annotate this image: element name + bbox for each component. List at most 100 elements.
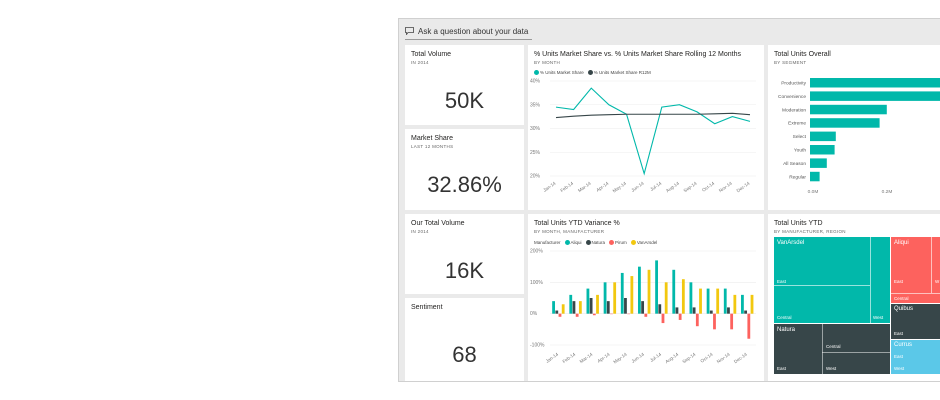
x-tick-label: Jan-14 (545, 351, 560, 363)
treemap-natura[interactable]: Natura Central East West (774, 323, 890, 374)
x-tick-label: May-14 (612, 180, 628, 193)
legend-swatch (564, 240, 570, 246)
tile-market-share[interactable]: Market Share LAST 12 MONTHS 32.86% (405, 129, 524, 210)
treemap-aliqui[interactable]: Aliqui East W Central (890, 237, 940, 303)
legend-swatch (585, 240, 591, 246)
bar (810, 145, 835, 155)
x-tick-label: Aug-14 (665, 180, 680, 193)
column (658, 304, 662, 314)
legend-swatch (587, 70, 593, 76)
treemap: VanArsdel East Central West Aliqui East … (774, 237, 940, 374)
treemap-label: West (826, 366, 837, 371)
treemap-label: Aliqui (894, 240, 909, 246)
column (655, 260, 658, 314)
legend-label: Aliqui (570, 240, 582, 245)
tile-subtitle: BY SEGMENT (774, 60, 807, 65)
column (695, 313, 699, 327)
treemap-label: West (873, 315, 884, 320)
category-label: Moderation (782, 107, 806, 113)
x-tick-label: Mar-14 (577, 180, 592, 193)
y-tick-label: 100% (530, 280, 543, 286)
column (610, 313, 613, 315)
kpi-value: 68 (452, 342, 477, 367)
treemap-quibus[interactable]: Quibus East (890, 303, 940, 340)
column (558, 313, 562, 317)
dashboard-canvas: Ask a question about your data Total Vol… (398, 18, 940, 382)
tile-sentiment[interactable]: Sentiment 68 (405, 298, 524, 381)
treemap-label: Quibus (894, 306, 914, 312)
column (716, 288, 720, 314)
treemap-vanarsdel[interactable]: VanArsdel East Central West (774, 237, 890, 323)
x-tick-label: Aug-14 (664, 351, 679, 364)
column (630, 276, 634, 314)
tile-total-volume[interactable]: Total Volume IN 2014 50K (405, 45, 524, 125)
x-tick-label: Feb-14 (562, 351, 577, 364)
bar (810, 171, 820, 182)
tile-title: Market Share (411, 135, 454, 142)
column (709, 310, 713, 314)
treemap-label: East (777, 366, 787, 371)
column (747, 313, 751, 339)
column (641, 301, 645, 314)
qa-placeholder: Ask a question about your data (418, 26, 529, 36)
x-tick-label: Sep-14 (683, 180, 698, 193)
legend-swatch (609, 240, 615, 246)
column (627, 313, 631, 315)
column (569, 294, 573, 314)
qa-search-box[interactable]: Ask a question about your data (405, 23, 533, 40)
tile-total-units-bar-chart[interactable]: Total Units Overall BY SEGMENT Productiv… (768, 45, 940, 210)
column (606, 301, 610, 314)
tile-our-total-volume[interactable]: Our Total Volume IN 2014 16K (405, 214, 524, 294)
legend-label: % Units Market Share R12M (593, 70, 651, 75)
y-tick-label: 35% (530, 102, 541, 108)
x-tick-label: 0.0M (808, 189, 819, 195)
tile-subtitle: BY MANUFACTURER, REGION (774, 229, 846, 234)
x-tick-label: Jun-14 (630, 180, 645, 192)
chart-legend: Manufacturer Aliqui Natura Pirum VanArsd… (534, 240, 657, 246)
x-tick-label: Dec-14 (736, 180, 751, 193)
tile-subtitle: BY MONTH, MANUFACTURER (534, 229, 605, 234)
treemap-label: Natura (777, 327, 796, 333)
legend-label: Natura (591, 240, 606, 245)
series-line (555, 87, 751, 176)
category-label: Extreme (788, 121, 806, 127)
chat-bubble-icon (405, 27, 414, 35)
tile-subtitle: BY MONTH (534, 60, 561, 65)
bar (810, 91, 940, 101)
x-tick-label: Dec-14 (733, 351, 748, 364)
column (723, 288, 727, 314)
x-tick-label: 0.2M (882, 189, 893, 195)
treemap-label: Central (894, 296, 909, 301)
x-tick-label: Oct-14 (701, 180, 716, 192)
category-label: All Season (783, 161, 806, 167)
column (624, 298, 627, 314)
tile-subtitle: LAST 12 MONTHS (411, 144, 454, 149)
tile-market-share-line-chart[interactable]: % Units Market Share vs. % Units Market … (528, 45, 764, 210)
tile-title: Sentiment (411, 304, 443, 311)
chart-legend: % Units Market Share % Units Market Shar… (534, 70, 651, 76)
treemap-label: VanArsdel (777, 240, 805, 246)
treemap-currus[interactable]: Currus East West (890, 339, 940, 374)
category-label: Regular (789, 174, 806, 180)
category-label: Youth (794, 147, 806, 153)
column (678, 313, 682, 320)
column (586, 288, 590, 314)
line-chart: 40% 35% 30% 25% 20%Jan-14 Feb-14 Mar-14 Apr-14 M… (530, 79, 756, 194)
column (727, 307, 730, 314)
column (699, 288, 702, 314)
x-tick-label: Jun-14 (631, 351, 646, 363)
column (744, 310, 748, 314)
treemap-label: W (935, 279, 940, 284)
column (552, 301, 555, 314)
x-tick-label: Sep-14 (681, 351, 696, 364)
treemap-label: East (894, 279, 904, 284)
y-tick-label: 20% (530, 174, 541, 180)
tile-title: Total Units YTD Variance % (534, 220, 620, 227)
tile-total-units-treemap[interactable]: Total Units YTD BY MANUFACTURER, REGION … (768, 214, 940, 381)
column (596, 294, 599, 314)
tile-ytd-variance-column-chart[interactable]: Total Units YTD Variance % BY MONTH, MAN… (528, 214, 764, 381)
y-tick-label: 0% (530, 311, 538, 317)
column (672, 269, 676, 314)
x-tick-label: Jan-14 (542, 180, 557, 192)
treemap-label: West (894, 366, 905, 371)
